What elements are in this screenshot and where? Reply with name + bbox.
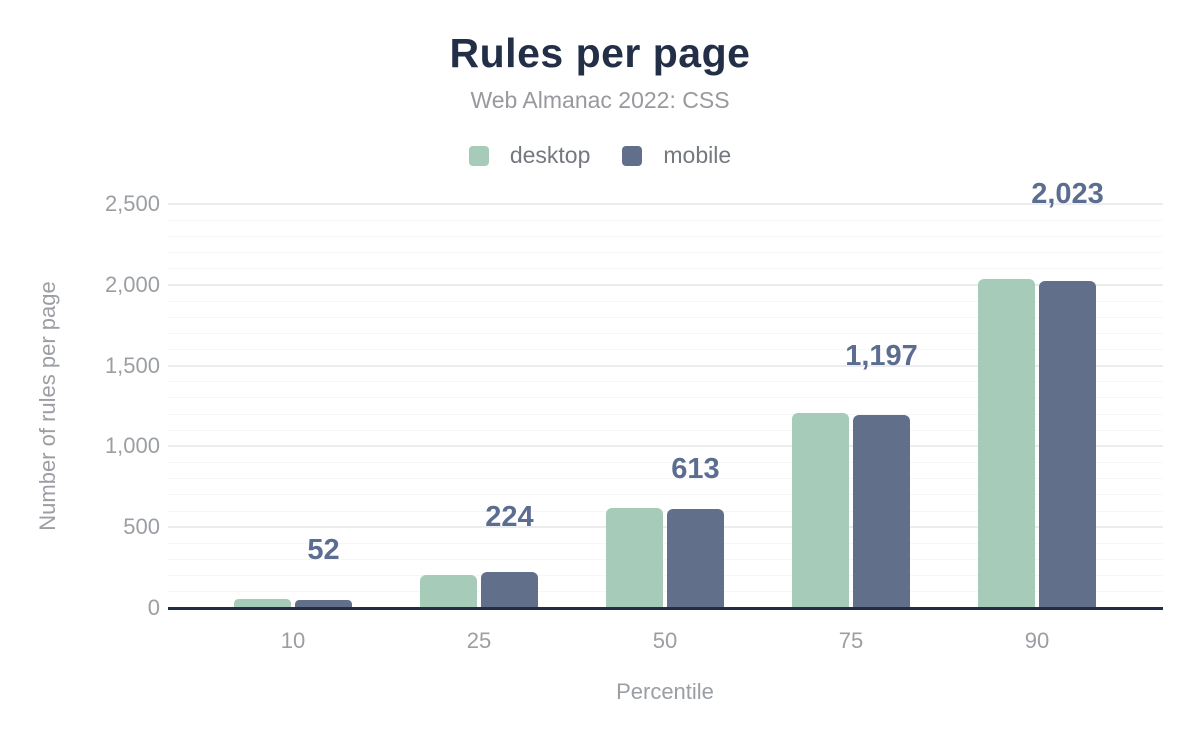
gridline <box>168 413 1163 415</box>
x-tick-label-90: 90 <box>1024 628 1050 653</box>
gridline <box>168 445 1163 448</box>
bar-desktop-p90[interactable] <box>978 279 1035 608</box>
bar-desktop-p75[interactable] <box>792 412 849 608</box>
y-tick-label: 0 <box>147 595 160 620</box>
gridline <box>168 542 1163 544</box>
x-axis-line <box>168 607 1163 610</box>
gridline <box>168 283 1163 286</box>
legend-label-mobile: mobile <box>663 142 732 168</box>
y-tick-label: 2,500 <box>104 191 160 216</box>
gridline <box>168 575 1163 577</box>
gridline <box>168 478 1163 480</box>
bar-value-label-p25: 224 <box>485 501 534 534</box>
gridline <box>168 462 1163 464</box>
legend-label-desktop: desktop <box>509 142 591 168</box>
gridline <box>168 203 1163 205</box>
gridline <box>168 429 1163 431</box>
bar-value-label-p10: 52 <box>307 533 340 566</box>
gridline <box>168 397 1163 399</box>
gridline <box>168 364 1163 367</box>
gridline <box>168 348 1163 350</box>
gridline <box>168 510 1163 512</box>
chart-title: Rules per page <box>449 30 751 76</box>
bar-desktop-p50[interactable] <box>606 508 663 608</box>
y-tick-label: 500 <box>123 514 160 540</box>
y-axis-title: Number of rules per page <box>35 281 60 531</box>
gridline <box>168 268 1163 270</box>
bar-value-label-p50: 613 <box>671 452 720 485</box>
gridline <box>168 494 1163 496</box>
gridline <box>168 300 1163 302</box>
bar-mobile-p10[interactable] <box>295 599 352 608</box>
y-tick-label: 1,000 <box>104 433 160 459</box>
legend-swatch-mobile-icon <box>622 145 643 166</box>
x-tick-label-75: 75 <box>838 628 864 653</box>
legend-item-desktop: desktop <box>468 142 591 169</box>
gridline <box>168 332 1163 334</box>
legend: desktop mobile <box>0 142 1200 169</box>
bar-mobile-p25[interactable] <box>481 571 538 608</box>
gridline <box>168 316 1163 318</box>
gridline <box>168 219 1163 221</box>
x-axis-title: Percentile <box>616 679 714 704</box>
bar-mobile-p75[interactable] <box>853 414 910 608</box>
gridline <box>168 591 1163 593</box>
bar-desktop-p25[interactable] <box>420 574 477 608</box>
bar-value-label-p90: 2,023 <box>1031 178 1104 210</box>
gridline <box>168 252 1163 253</box>
y-tick-label: 2,000 <box>104 271 160 297</box>
bar-mobile-p90[interactable] <box>1039 281 1096 608</box>
x-tick-label-50: 50 <box>652 628 678 653</box>
x-tick-label-10: 10 <box>280 628 306 653</box>
chart-subtitle: Web Almanac 2022: CSS <box>470 87 730 113</box>
bar-value-label-p75: 1,197 <box>845 339 918 372</box>
x-tick-label-25: 25 <box>466 628 492 653</box>
gridline <box>168 381 1163 383</box>
legend-item-mobile: mobile <box>622 142 731 169</box>
gridline <box>168 235 1163 237</box>
gridline <box>168 526 1163 529</box>
bar-mobile-p50[interactable] <box>667 508 724 608</box>
gridline <box>168 559 1163 560</box>
legend-swatch-desktop-icon <box>468 145 489 166</box>
y-tick-label: 1,500 <box>104 352 160 378</box>
bar-desktop-p10[interactable] <box>234 599 291 608</box>
